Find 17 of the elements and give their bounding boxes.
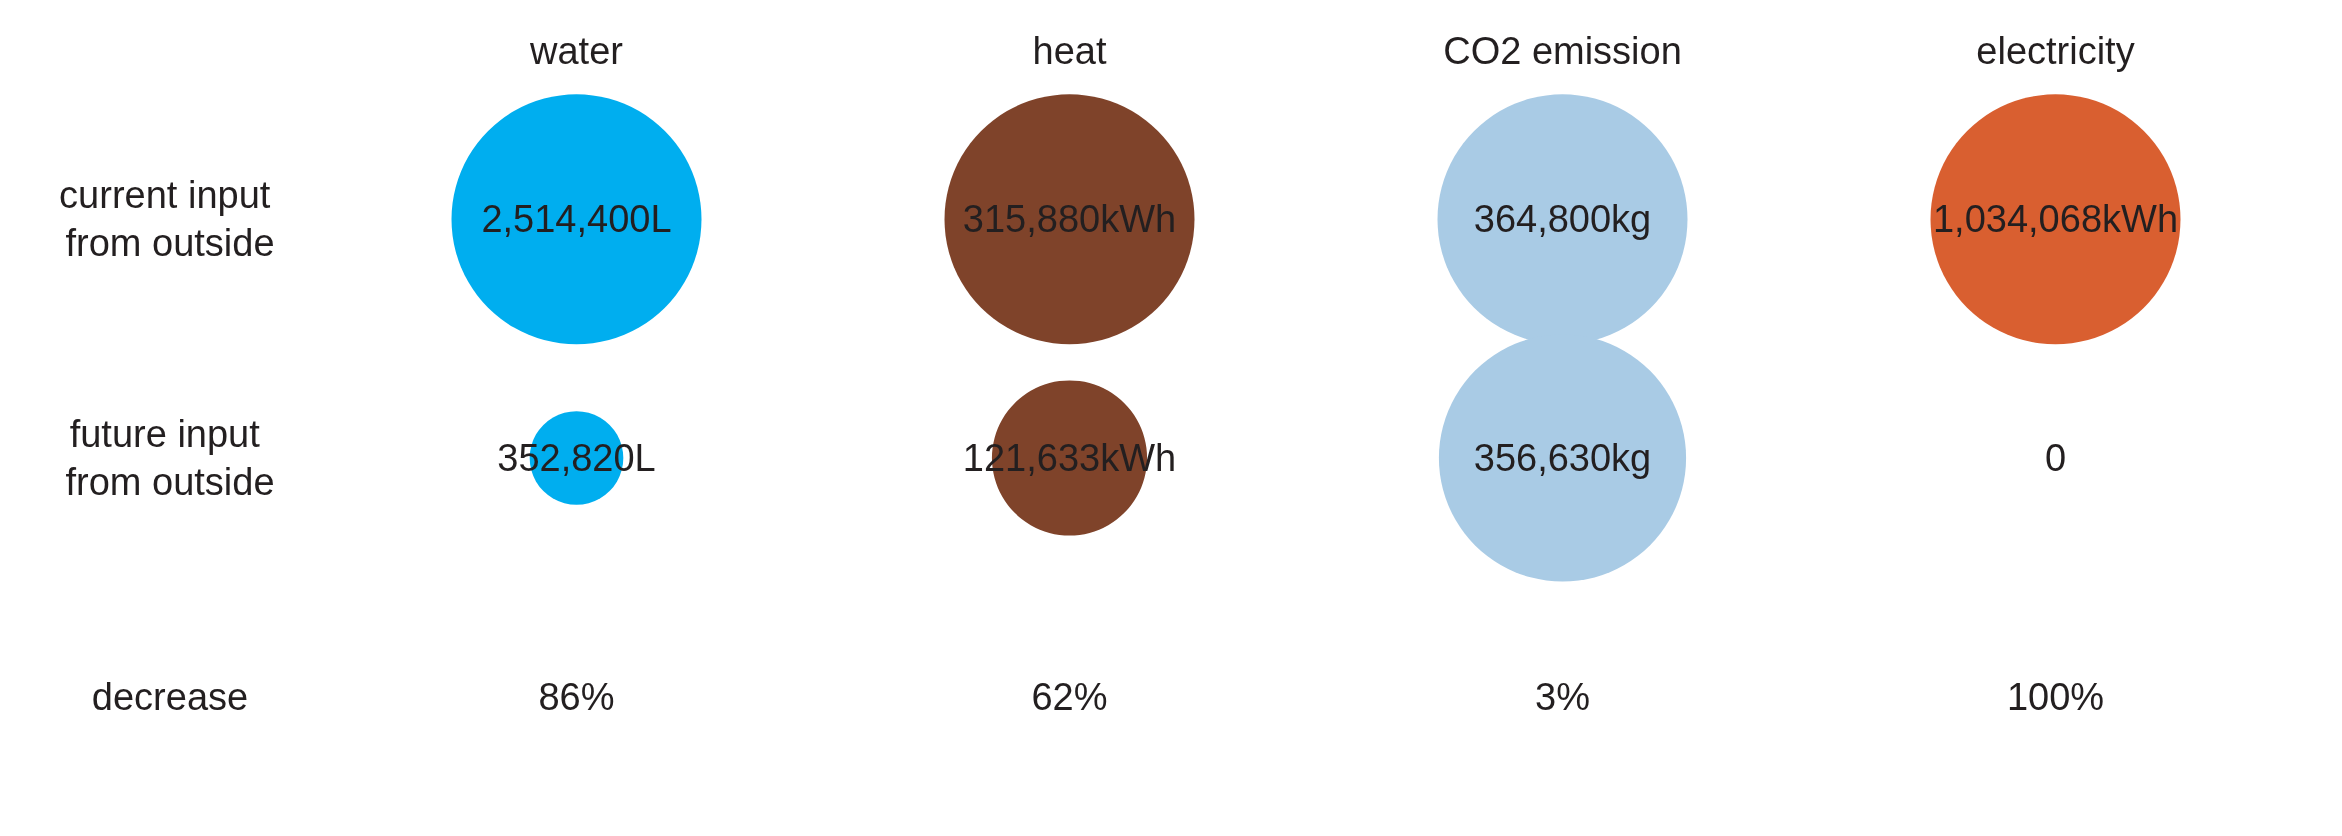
- data-label: 0: [2044, 437, 2067, 479]
- category-label: CO2 emission: [1443, 30, 1682, 72]
- data-label: 364,800kg: [1473, 198, 1652, 241]
- category-label: electricity: [1976, 30, 2135, 72]
- category-label: current input from outside: [59, 174, 275, 265]
- data-label: 315,880kWh: [962, 198, 1177, 241]
- data-label: 356,630kg: [1473, 437, 1652, 479]
- category-label: water: [529, 30, 624, 72]
- category-label: heat: [1032, 30, 1107, 72]
- data-label: 100%: [2006, 675, 2105, 718]
- category-label: future input from outside: [65, 413, 275, 503]
- data-label: 1,034,068kWh: [1932, 198, 2179, 241]
- data-label: 62%: [1031, 675, 1108, 718]
- data-label: 2,514,400L: [481, 198, 672, 241]
- data-label: 3%: [1535, 675, 1590, 718]
- category-label: decrease: [91, 675, 249, 718]
- data-label: 86%: [538, 675, 615, 718]
